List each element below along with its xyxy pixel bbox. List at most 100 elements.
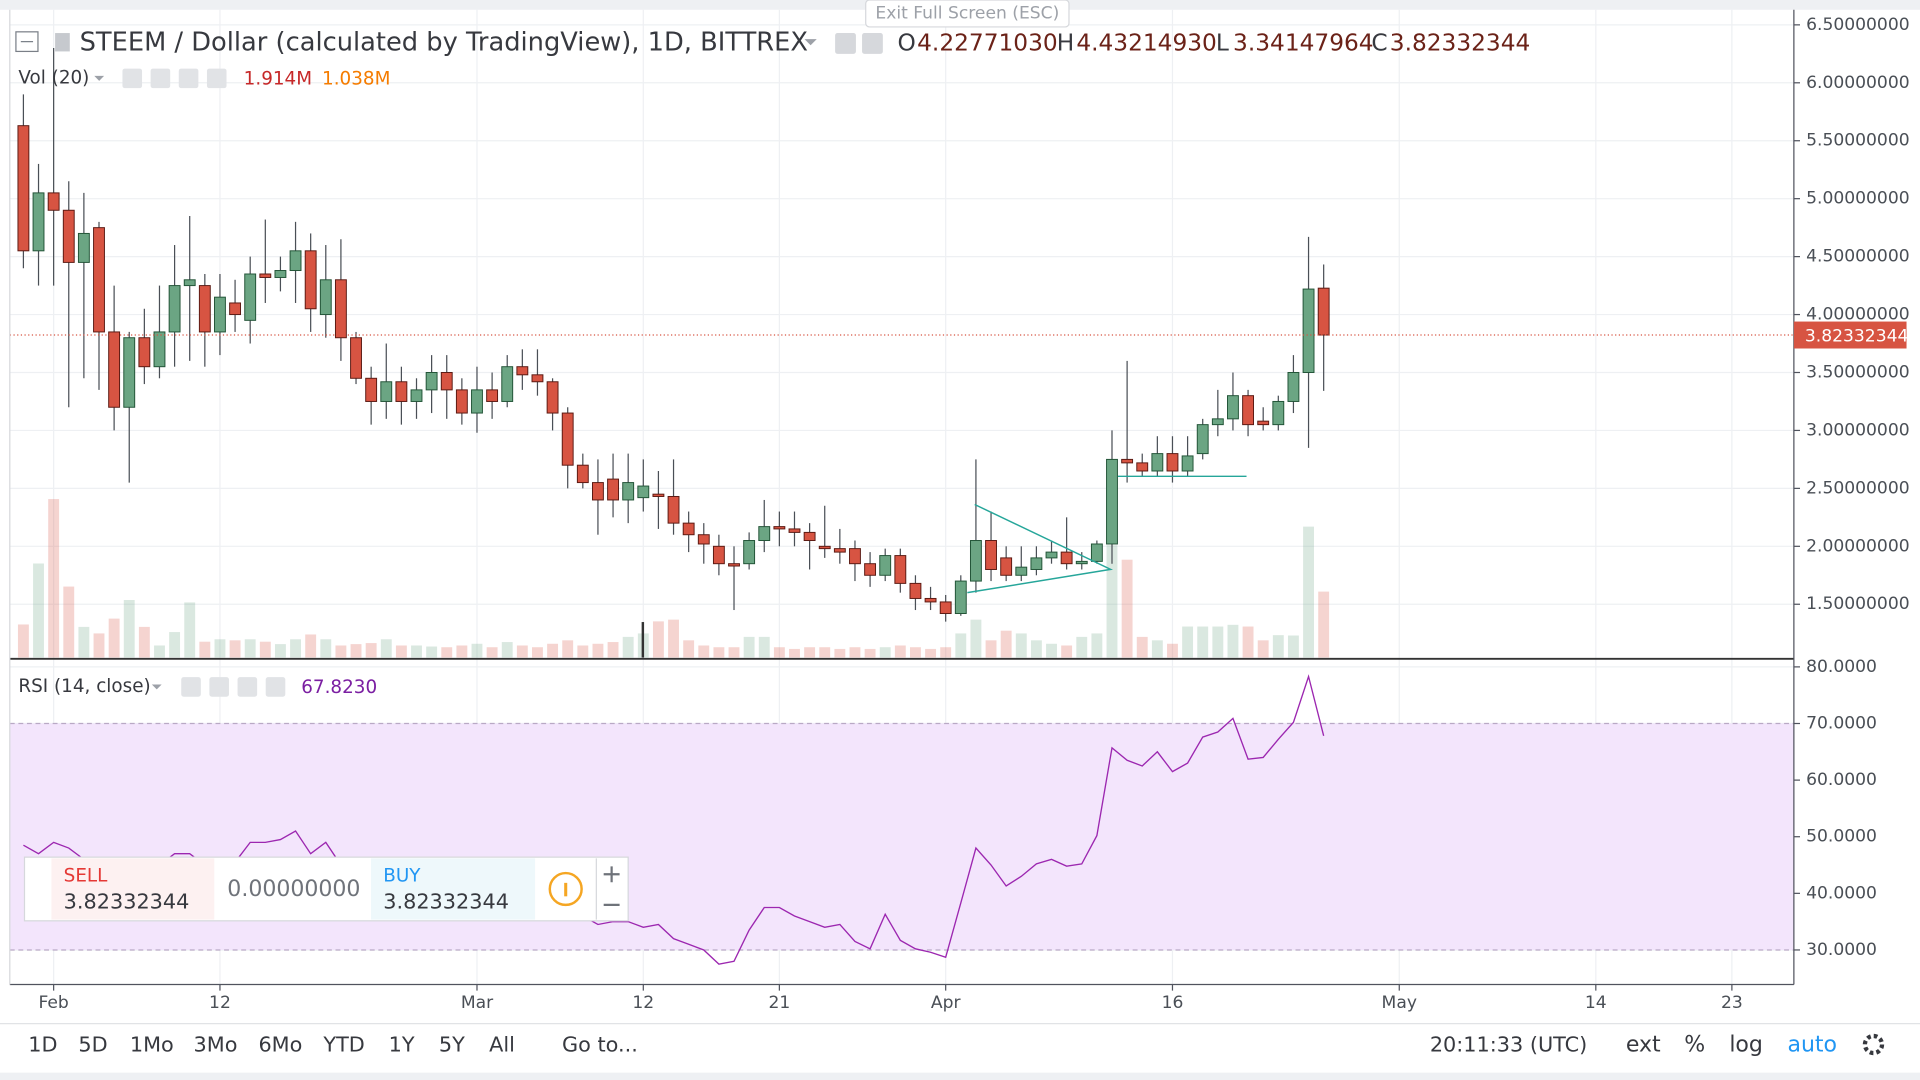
goto-button[interactable]: Go to... <box>562 1033 638 1057</box>
volume-bar <box>1287 635 1299 658</box>
exit-fullscreen-box[interactable] <box>865 0 1070 28</box>
y-tick-label: 5.50000000 <box>1806 131 1910 151</box>
flag-icon[interactable] <box>55 33 70 52</box>
candle-body <box>833 548 846 553</box>
buy-button[interactable] <box>371 858 536 920</box>
x-tick-label: 12 <box>632 993 654 1013</box>
rsi-legend-label[interactable]: RSI (14, close) <box>18 676 150 697</box>
volume-bar <box>925 648 937 658</box>
volume-bar <box>138 626 150 658</box>
candle-body <box>350 337 362 379</box>
range-button[interactable]: 1Mo <box>130 1033 174 1057</box>
remove-icon[interactable] <box>265 677 286 697</box>
volume-bar <box>804 647 816 658</box>
candle-body <box>894 555 907 584</box>
volume-bar <box>108 618 120 658</box>
volume-bar <box>441 647 453 658</box>
add-icon[interactable] <box>178 68 199 89</box>
volume-bar <box>305 634 317 658</box>
volume-bar <box>33 563 44 658</box>
volume-bar <box>940 647 952 658</box>
y-tick-label: 80.0000 <box>1806 657 1877 677</box>
dropdown-icon[interactable] <box>94 75 105 81</box>
range-button[interactable]: YTD <box>322 1033 364 1057</box>
candle-body <box>319 279 332 316</box>
candle-body <box>773 526 786 530</box>
range-button[interactable]: 1D <box>28 1033 57 1057</box>
candle-body <box>743 540 756 565</box>
option-button[interactable]: auto <box>1787 1033 1837 1058</box>
volume-bar <box>607 642 619 658</box>
remove-icon[interactable] <box>206 68 227 89</box>
ohlc-label: O <box>898 30 916 57</box>
volume-bar <box>547 643 559 658</box>
settings-icon[interactable] <box>862 33 883 54</box>
volume-bar <box>274 644 286 658</box>
candle-body <box>486 389 499 402</box>
volume-bar <box>849 647 861 658</box>
candle-body <box>516 366 529 376</box>
volume-bar <box>365 643 377 658</box>
dropdown-icon[interactable] <box>151 684 162 690</box>
volume-bar <box>562 640 574 658</box>
candle-body <box>395 381 408 402</box>
volume-bar <box>350 644 362 658</box>
eye-icon[interactable] <box>181 677 201 697</box>
y-tick-label: 70.0000 <box>1806 713 1877 733</box>
option-button[interactable]: % <box>1684 1033 1705 1058</box>
rsi-line <box>23 674 1325 965</box>
range-button[interactable]: 3Mo <box>194 1033 238 1057</box>
add-icon[interactable] <box>237 677 258 697</box>
x-tick-label: 12 <box>209 993 231 1013</box>
candle-body <box>1015 566 1028 576</box>
buy-price[interactable]: 3.82332344 <box>383 889 509 913</box>
range-button[interactable]: 5D <box>78 1033 107 1057</box>
volume-bar <box>320 639 332 658</box>
candle-body <box>198 285 211 333</box>
settings-icon[interactable] <box>150 68 171 89</box>
range-button[interactable]: 6Mo <box>258 1033 302 1057</box>
range-button[interactable]: All <box>489 1033 515 1057</box>
candle-body <box>1257 420 1270 426</box>
triangle-drawing[interactable] <box>967 503 1114 594</box>
volume-bar <box>1151 640 1163 658</box>
volume-bar <box>1257 640 1269 658</box>
candle-body <box>108 331 121 408</box>
symbol-title[interactable]: STEEM / Dollar (calculated by TradingVie… <box>80 27 808 57</box>
candle-body <box>334 279 347 339</box>
dropdown-icon[interactable] <box>804 39 817 46</box>
volume-bar <box>486 647 498 658</box>
option-button[interactable]: log <box>1729 1033 1763 1058</box>
eye-icon[interactable] <box>835 33 856 54</box>
candle-body <box>592 482 604 501</box>
sell-label[interactable]: SELL <box>64 866 108 887</box>
volume-bar <box>471 643 483 658</box>
sell-price[interactable]: 3.82332344 <box>64 889 190 913</box>
settings-icon[interactable] <box>209 677 229 697</box>
collapse-button[interactable] <box>15 31 39 53</box>
candle-body <box>17 125 30 252</box>
candle-body <box>1196 424 1209 455</box>
volume-bar <box>395 645 407 658</box>
bottom-toolbar <box>0 1023 1920 1073</box>
candle-body <box>969 540 982 582</box>
candle-body <box>728 563 740 567</box>
volume-bar <box>1303 526 1314 658</box>
volume-legend-label[interactable]: Vol (20) <box>18 67 89 88</box>
range-button[interactable]: 5Y <box>439 1033 465 1057</box>
ohlc-value: 3.82332344 <box>1390 30 1531 57</box>
increase-button[interactable] <box>603 866 620 883</box>
sell-button[interactable] <box>51 858 215 920</box>
eye-icon[interactable] <box>122 68 143 89</box>
exit-fullscreen[interactable]: Exit Full Screen (ESC) <box>875 3 1059 23</box>
trade-panel: SELL 3.82332344 0.00000000 BUY 3.8233234… <box>23 856 629 922</box>
range-button[interactable]: 1Y <box>389 1033 415 1057</box>
volume-bar <box>290 639 301 658</box>
option-button[interactable]: ext <box>1626 1033 1661 1058</box>
candle-body <box>183 279 196 287</box>
candle-body <box>62 209 75 263</box>
buy-label[interactable]: BUY <box>383 866 421 887</box>
candle-body <box>531 374 544 383</box>
volume-bar <box>652 621 664 658</box>
info-icon[interactable] <box>548 871 583 907</box>
